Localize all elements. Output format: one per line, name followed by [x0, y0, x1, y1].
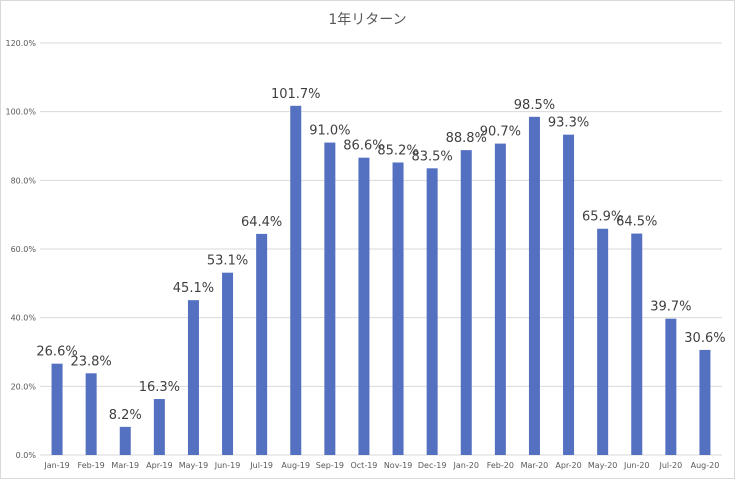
x-tick-label: Jan-19 — [43, 461, 69, 470]
x-axis-ticks: Jan-19 Feb-19 Mar-19 Apr-19 May-19 Jun-19 Jul-… — [43, 461, 719, 470]
bar — [665, 318, 677, 455]
data-label: 45.1% — [173, 281, 214, 296]
data-label: 30.6% — [684, 331, 725, 346]
x-tick-label: Aug-20 — [691, 461, 720, 470]
x-tick-label: Dec-19 — [418, 461, 447, 470]
x-tick-label: May-19 — [179, 461, 208, 470]
x-tick-label: Jul-20 — [658, 461, 682, 470]
x-tick-label: Nov-19 — [384, 461, 412, 470]
y-tick-label: 120.0% — [5, 39, 36, 48]
bars — [51, 105, 711, 456]
chart-title: 1年リターン — [328, 12, 407, 28]
bar — [392, 162, 404, 456]
data-label: 64.4% — [241, 215, 282, 230]
data-label: 64.5% — [616, 215, 657, 230]
data-labels: 26.6%23.8% 8.2% 16.3% 45.1% 53.1% 64.4% 101.7%… — [36, 87, 725, 423]
bar — [358, 157, 370, 455]
x-tick-label: Jun-20 — [623, 461, 650, 470]
y-tick-label: 0.0% — [16, 451, 37, 460]
gridlines — [40, 42, 722, 456]
data-label: 93.3% — [548, 116, 589, 131]
x-tick-label: Feb-19 — [78, 461, 105, 470]
y-axis-ticks: 0.0% 20.0% 40.0% 60.0% 80.0% 100.0% 120.0% — [5, 39, 36, 460]
data-label: 86.6% — [343, 139, 384, 154]
bar — [324, 142, 336, 456]
bar — [187, 300, 199, 455]
data-label: 53.1% — [207, 254, 248, 269]
x-tick-label: Feb-20 — [487, 461, 514, 470]
x-tick-label: Jan-20 — [453, 461, 479, 470]
bar — [631, 233, 643, 455]
data-label: 90.7% — [480, 125, 521, 140]
bar — [597, 228, 609, 455]
bar — [290, 105, 302, 455]
data-label: 83.5% — [411, 149, 452, 164]
x-tick-label: May-20 — [588, 461, 617, 470]
data-label: 88.8% — [446, 131, 487, 146]
bar — [51, 363, 63, 455]
bar — [460, 150, 472, 455]
bar — [153, 399, 165, 455]
bar — [426, 168, 438, 456]
bar — [85, 373, 97, 455]
data-label: 23.8% — [70, 354, 111, 369]
y-tick-label: 80.0% — [11, 176, 37, 185]
data-label: 39.7% — [650, 300, 691, 315]
bar — [699, 349, 711, 455]
bar — [494, 143, 506, 455]
data-label: 16.3% — [139, 380, 180, 395]
bar — [528, 116, 540, 456]
bar — [119, 426, 131, 455]
x-tick-label: Sep-19 — [316, 461, 344, 470]
x-tick-label: Jun-19 — [214, 461, 241, 470]
data-label: 65.9% — [582, 210, 623, 225]
data-label: 85.2% — [377, 143, 418, 158]
x-tick-label: Apr-19 — [146, 461, 172, 470]
bar — [563, 134, 575, 456]
bar — [222, 272, 234, 455]
data-label: 101.7% — [271, 87, 321, 102]
x-tick-label: Aug-19 — [281, 461, 310, 470]
data-label: 98.5% — [514, 98, 555, 113]
x-tick-label: Apr-20 — [555, 461, 581, 470]
data-label: 91.0% — [309, 124, 350, 139]
data-label: 26.6% — [36, 345, 77, 360]
y-tick-label: 40.0% — [11, 314, 37, 323]
x-tick-label: Mar-19 — [111, 461, 139, 470]
x-tick-label: Oct-19 — [350, 461, 377, 470]
x-tick-label: Mar-20 — [521, 461, 549, 470]
x-tick-label: Jul-19 — [249, 461, 273, 470]
bar — [256, 233, 268, 455]
data-label: 8.2% — [109, 408, 142, 423]
y-tick-label: 60.0% — [11, 245, 37, 254]
y-tick-label: 100.0% — [5, 108, 36, 117]
y-tick-label: 20.0% — [11, 382, 37, 391]
